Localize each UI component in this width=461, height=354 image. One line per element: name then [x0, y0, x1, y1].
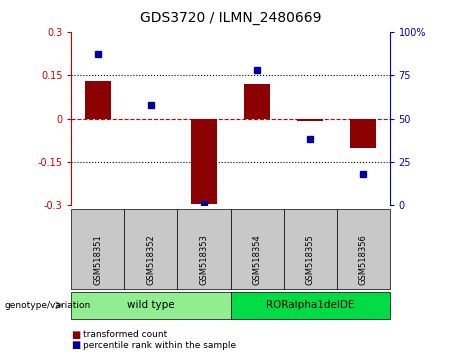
Bar [191, 119, 217, 204]
Text: GSM518356: GSM518356 [359, 234, 367, 285]
Text: GSM518355: GSM518355 [306, 234, 314, 285]
Text: genotype/variation: genotype/variation [5, 301, 91, 310]
Text: GSM518351: GSM518351 [94, 234, 102, 285]
Bar [244, 84, 270, 119]
Text: percentile rank within the sample: percentile rank within the sample [83, 341, 236, 350]
Text: GSM518352: GSM518352 [147, 234, 155, 285]
Bar [297, 119, 323, 121]
Text: ■: ■ [71, 340, 81, 350]
Text: RORalpha1delDE: RORalpha1delDE [266, 300, 354, 310]
Text: transformed count: transformed count [83, 330, 167, 339]
Text: GSM518354: GSM518354 [253, 234, 261, 285]
Bar [350, 119, 376, 148]
Text: GDS3720 / ILMN_2480669: GDS3720 / ILMN_2480669 [140, 11, 321, 25]
Bar [85, 81, 111, 119]
Text: GSM518353: GSM518353 [200, 234, 208, 285]
Text: wild type: wild type [127, 300, 175, 310]
Text: ■: ■ [71, 330, 81, 339]
